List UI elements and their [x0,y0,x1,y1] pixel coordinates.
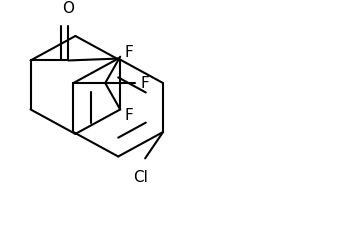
Text: O: O [62,1,74,16]
Text: F: F [124,107,133,123]
Text: F: F [124,46,133,60]
Text: F: F [140,76,149,91]
Text: Cl: Cl [133,170,148,185]
